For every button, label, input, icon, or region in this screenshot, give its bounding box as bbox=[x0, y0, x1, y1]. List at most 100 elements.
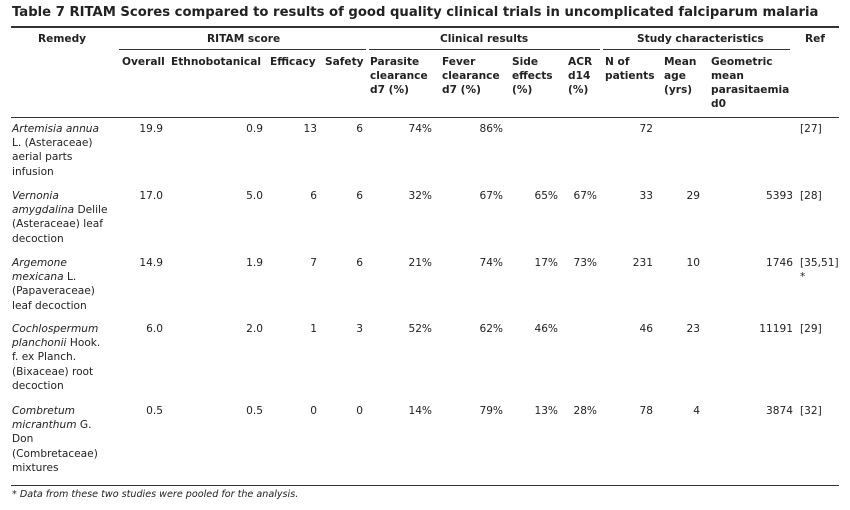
remedy-line: Artemisia annua bbox=[12, 123, 99, 135]
remedy-line: mixtures bbox=[12, 461, 59, 474]
col-geo-l2: mean bbox=[711, 70, 744, 82]
cell-acr-d14: 67% bbox=[573, 190, 597, 202]
cell-side-effects: 46% bbox=[534, 323, 558, 335]
col-fever-l2: clearance bbox=[442, 70, 500, 82]
header-bottom-rule bbox=[11, 117, 839, 118]
header-ritam-score: RITAM score bbox=[207, 33, 281, 45]
cell-side-effects: 17% bbox=[534, 257, 558, 269]
col-parasite-l3: d7 (%) bbox=[370, 84, 409, 96]
cell-ethnobotanical: 5.0 bbox=[246, 190, 263, 202]
cell-safety: 3 bbox=[356, 323, 363, 335]
cell-fever-clearance: 67% bbox=[479, 190, 503, 202]
table-title: Table 7 RITAM Scores compared to results… bbox=[12, 5, 819, 20]
cell-geometric-mean: 11191 bbox=[759, 323, 793, 335]
cell-ref-note: * bbox=[800, 271, 806, 283]
col-age-l2: age bbox=[664, 70, 686, 82]
cell-overall: 0.5 bbox=[146, 405, 163, 417]
cell-safety: 6 bbox=[356, 190, 363, 202]
remedy-line: (Combretaceae) bbox=[12, 447, 98, 460]
cell-geometric-mean: 3874 bbox=[766, 405, 793, 417]
cell-efficacy: 13 bbox=[303, 123, 317, 135]
cell-ref: [28] bbox=[800, 190, 822, 202]
cell-acr-d14: 73% bbox=[573, 257, 597, 269]
cell-overall: 6.0 bbox=[146, 323, 163, 335]
col-fever-l3: d7 (%) bbox=[442, 84, 481, 96]
cell-side-effects: 13% bbox=[534, 405, 558, 417]
cell-fever-clearance: 62% bbox=[479, 323, 503, 335]
remedy-line: (Asteraceae) leaf bbox=[12, 218, 103, 231]
cell-ethnobotanical: 1.9 bbox=[246, 257, 263, 269]
cell-ethnobotanical: 2.0 bbox=[246, 323, 263, 335]
col-age-l3: (yrs) bbox=[664, 84, 693, 96]
col-acr-l3: (%) bbox=[568, 84, 589, 96]
ritam-group-rule bbox=[119, 49, 366, 50]
col-parasite-l2: clearance bbox=[370, 70, 428, 82]
cell-parasite-clearance: 52% bbox=[408, 323, 432, 335]
cell-geometric-mean: 1746 bbox=[766, 257, 793, 269]
cell-safety: 6 bbox=[356, 257, 363, 269]
remedy-line: micranthum G. bbox=[12, 419, 92, 432]
remedy-line: leaf decoction bbox=[12, 299, 87, 312]
cell-remedy: Combretum micranthum G. Don (Combretaceae) m… bbox=[12, 404, 114, 475]
cell-parasite-clearance: 14% bbox=[408, 405, 432, 417]
cell-remedy: Cochlospermum planchonii Hook. f. ex Planc… bbox=[12, 322, 114, 393]
cell-parasite-clearance: 21% bbox=[408, 257, 432, 269]
col-parasite-l1: Parasite bbox=[370, 56, 420, 68]
cell-n-patients: 78 bbox=[639, 405, 653, 417]
remedy-line: decoction bbox=[12, 232, 64, 245]
cell-overall: 17.0 bbox=[139, 190, 163, 202]
col-acr-l1: ACR bbox=[568, 56, 593, 68]
cell-remedy: Argemone mexicana L. (Papaveraceae) leaf de… bbox=[12, 256, 114, 313]
col-overall: Overall bbox=[122, 56, 165, 68]
cell-efficacy: 1 bbox=[310, 323, 317, 335]
remedy-line: (Papaveraceae) bbox=[12, 285, 95, 298]
cell-efficacy: 7 bbox=[310, 257, 317, 269]
cell-ref: [35,51] bbox=[800, 257, 839, 269]
remedy-line: mexicana L. bbox=[12, 271, 77, 284]
remedy-line: Argemone bbox=[12, 257, 67, 269]
top-rule bbox=[11, 26, 839, 28]
cell-remedy: Artemisia annua L. (Asteraceae) aerial par… bbox=[12, 122, 114, 179]
col-side-l2: effects bbox=[512, 70, 553, 82]
header-ref: Ref bbox=[805, 33, 825, 45]
header-clinical-results: Clinical results bbox=[440, 33, 529, 45]
col-geo-l1: Geometric bbox=[711, 56, 773, 68]
col-side-l3: (%) bbox=[512, 84, 533, 96]
cell-fever-clearance: 79% bbox=[479, 405, 503, 417]
col-npatients-l1: N of bbox=[605, 56, 630, 68]
cell-ethnobotanical: 0.9 bbox=[246, 123, 263, 135]
col-side-l1: Side bbox=[512, 56, 539, 68]
study-group-rule bbox=[603, 49, 790, 50]
clinical-group-rule bbox=[369, 49, 600, 50]
col-ethnobotanical: Ethnobotanical bbox=[171, 56, 261, 68]
col-geo-l3: parasitaemia bbox=[711, 84, 790, 96]
cell-mean-age: 10 bbox=[686, 257, 700, 269]
remedy-line: Cochlospermum bbox=[12, 323, 99, 335]
cell-mean-age: 4 bbox=[693, 405, 700, 417]
col-efficacy: Efficacy bbox=[270, 56, 316, 68]
cell-mean-age: 23 bbox=[686, 323, 700, 335]
col-fever-l1: Fever bbox=[442, 56, 476, 68]
cell-mean-age: 29 bbox=[686, 190, 700, 202]
cell-fever-clearance: 74% bbox=[479, 257, 503, 269]
bottom-rule bbox=[11, 485, 839, 486]
cell-ref: [32] bbox=[800, 405, 822, 417]
cell-overall: 19.9 bbox=[139, 123, 163, 135]
remedy-line: Combretum bbox=[12, 405, 75, 417]
col-geo-l4: d0 bbox=[711, 98, 726, 110]
cell-ethnobotanical: 0.5 bbox=[246, 405, 263, 417]
cell-acr-d14: 28% bbox=[573, 405, 597, 417]
cell-n-patients: 231 bbox=[632, 257, 653, 269]
remedy-line: Vernonia bbox=[12, 190, 59, 202]
cell-safety: 0 bbox=[356, 405, 363, 417]
cell-side-effects: 65% bbox=[534, 190, 558, 202]
cell-fever-clearance: 86% bbox=[479, 123, 503, 135]
footnote: * Data from these two studies were poole… bbox=[12, 489, 299, 500]
cell-parasite-clearance: 32% bbox=[408, 190, 432, 202]
remedy-line: f. ex Planch. bbox=[12, 351, 77, 364]
remedy-line: infusion bbox=[12, 165, 54, 178]
cell-ref: [29] bbox=[800, 323, 822, 335]
cell-geometric-mean: 5393 bbox=[766, 190, 793, 202]
remedy-line: Don bbox=[12, 433, 34, 446]
